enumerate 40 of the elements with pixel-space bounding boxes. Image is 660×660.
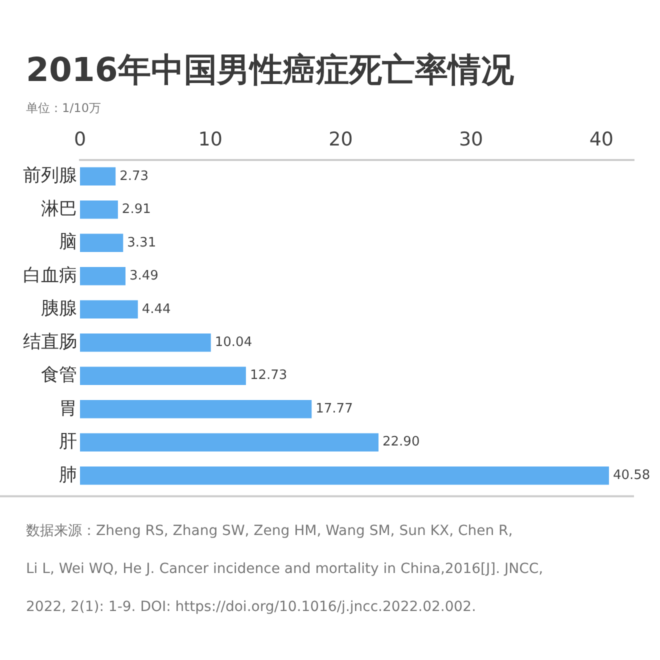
- x-tick-label: 10: [198, 128, 222, 150]
- text: Li L, Wei WQ, He J. Cancer incidence and mortality in China,2016[J]. JNCC,: [26, 560, 544, 579]
- bar: [80, 234, 124, 252]
- data-label: 3.49: [129, 268, 158, 284]
- y-tick-label: 前列腺: [23, 165, 77, 186]
- data-label: 40.58: [612, 468, 650, 483]
- data-label: 3.31: [127, 235, 156, 250]
- bar: [80, 267, 126, 286]
- bar: [80, 300, 138, 319]
- x-tick-label: 0: [74, 128, 86, 150]
- data-label: 4.44: [142, 302, 171, 317]
- data-label: 17.77: [316, 401, 353, 416]
- bar: [80, 433, 379, 452]
- data-label: 22.90: [382, 434, 420, 450]
- chart-subtitle: 单位：1/10万: [26, 100, 101, 117]
- y-tick-label: 结直肠: [23, 331, 77, 352]
- y-tick-label: 肝: [59, 431, 77, 452]
- bar: [80, 466, 609, 485]
- y-tick-label: 白血病: [23, 264, 77, 286]
- data-label: 2.91: [122, 202, 151, 218]
- x-tick-label: 40: [589, 128, 614, 150]
- y-tick-label: 脑: [59, 232, 77, 253]
- data-label: 12.73: [250, 368, 288, 384]
- bar: [80, 200, 118, 219]
- x-tick-label: 30: [458, 128, 484, 150]
- bar: [80, 400, 312, 418]
- data-label: 10.04: [214, 334, 252, 350]
- y-tick-label: 食管: [41, 364, 77, 386]
- text: 2022, 2(1): 1-9. DOI: https://doi.org/10.1016/j.jncc.2022.02.002.: [26, 598, 478, 617]
- x-tick-label: 20: [328, 128, 353, 150]
- chart-title: 2016年中国男性癌症死亡率情况: [26, 49, 514, 91]
- y-tick-label: 肺: [59, 464, 77, 486]
- bar: [80, 167, 116, 186]
- y-tick-label: 胰腺: [41, 298, 77, 320]
- y-tick-label: 胃: [59, 398, 77, 419]
- source-note: 数据来源：Zheng RS, Zhang SW, Zeng HM, Wang SM, Sun KX, Chen R,: [26, 522, 514, 541]
- y-tick-label: 淋巴: [41, 198, 77, 220]
- bar: [80, 366, 246, 385]
- bar: [80, 333, 211, 352]
- data-label: 2.73: [120, 168, 149, 184]
